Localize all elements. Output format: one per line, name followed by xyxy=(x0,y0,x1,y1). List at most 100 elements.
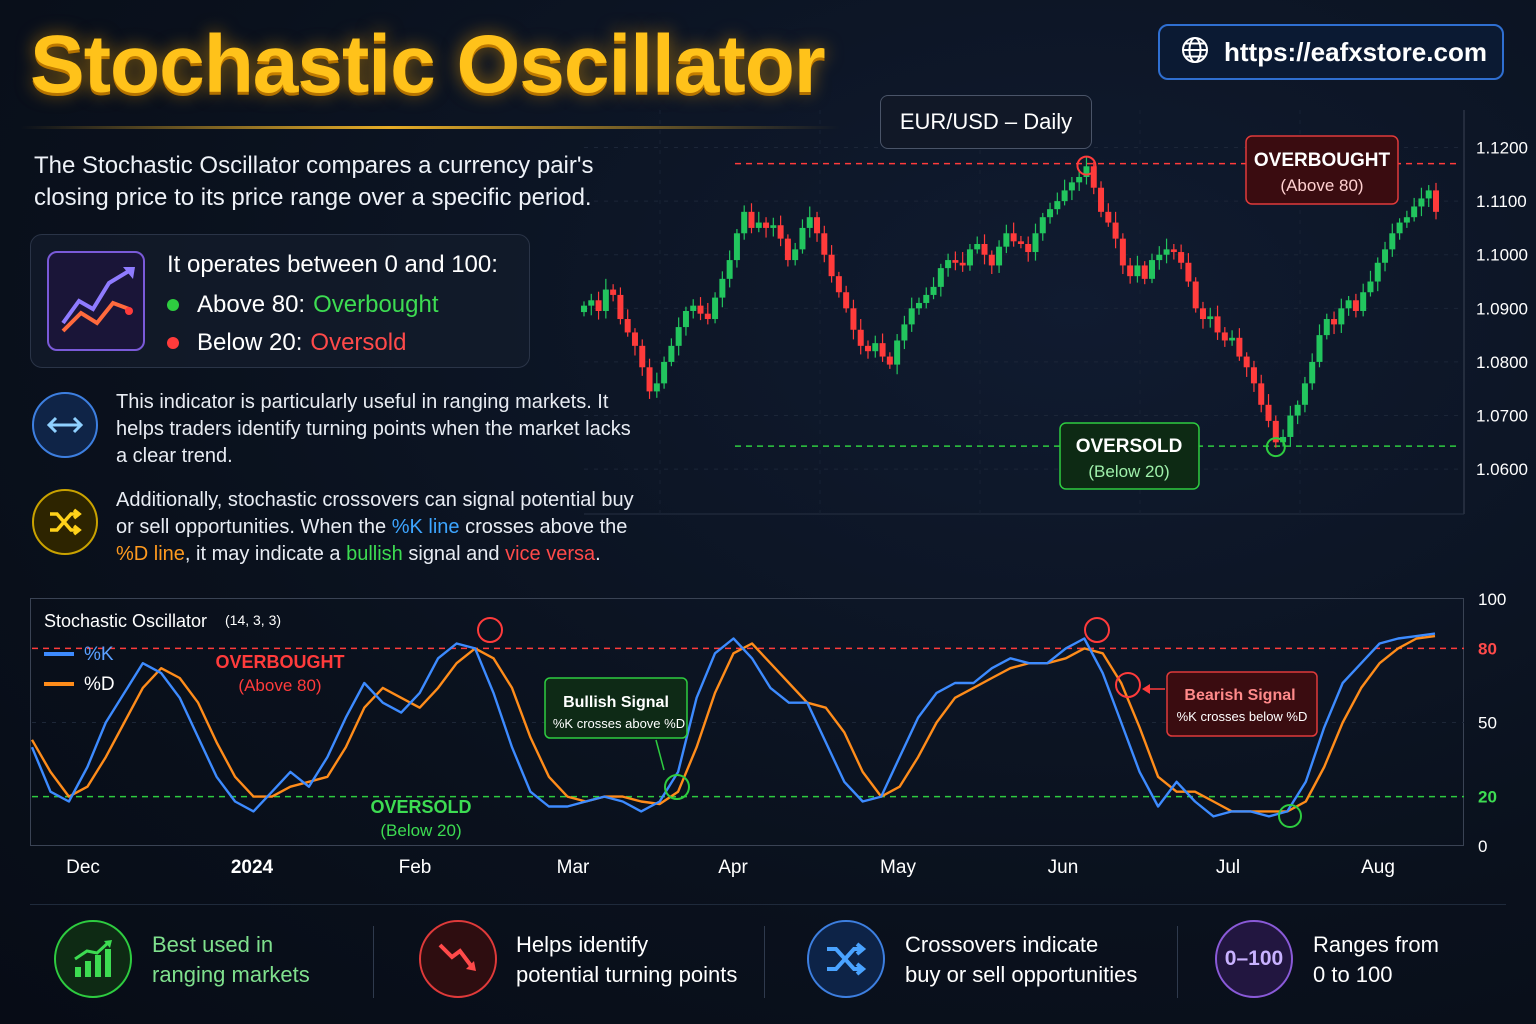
bullish-candle xyxy=(726,260,733,279)
range-badge-text: 0–100 xyxy=(1224,947,1284,970)
bullish-candle xyxy=(1068,182,1075,191)
bullish-candle xyxy=(668,345,675,362)
bullish-candle xyxy=(1054,201,1061,210)
bearish-candle xyxy=(784,238,791,261)
bearish-candle xyxy=(959,262,966,266)
bearish-candle xyxy=(865,345,871,352)
bullish-candle xyxy=(755,222,762,228)
bearish-signal-text: %K crosses below %D xyxy=(1177,709,1308,724)
osc-title: Stochastic Oscillator xyxy=(44,611,207,631)
bearish-candle xyxy=(952,260,959,263)
ranging-markets-text: This indicator is particularly useful in… xyxy=(116,391,631,467)
bullish-cross-marker xyxy=(664,774,690,800)
osc-tick-label: 100 xyxy=(1478,590,1506,609)
bullish-candle xyxy=(937,268,944,287)
intro-text: The Stochastic Oscillator compares a cur… xyxy=(34,152,594,211)
osc-tick-label: 0 xyxy=(1478,837,1487,852)
bearish-candle xyxy=(879,343,886,357)
bullish-candle xyxy=(1156,254,1163,261)
overbought-annotation-label: OVERBOUGHT xyxy=(1254,150,1391,171)
bullish-candle xyxy=(1316,335,1323,362)
bullish-candle xyxy=(799,227,806,250)
osc-tick-label: 80 xyxy=(1478,639,1497,658)
feature-crossovers: Crossovers indicate buy or sell opportun… xyxy=(905,930,1137,990)
feature-line: 0 to 100 xyxy=(1313,962,1393,987)
green-dot-icon xyxy=(167,299,179,311)
bearish-candle xyxy=(1185,262,1192,282)
bullish-candle xyxy=(1403,217,1410,223)
bullish-candle xyxy=(1360,292,1367,311)
bullish-candle xyxy=(712,297,719,320)
chart-trend-icon xyxy=(47,251,145,351)
trend-down-icon xyxy=(419,920,497,998)
bullish-candle xyxy=(894,340,901,365)
bearish-candle xyxy=(646,367,653,392)
bullish-candle xyxy=(806,217,813,228)
bearish-candle xyxy=(1331,319,1338,325)
bullish-candle xyxy=(1032,233,1039,253)
feature-ranging: Best used in ranging markets xyxy=(152,930,310,990)
bullish-candle xyxy=(675,327,682,346)
bearish-candle xyxy=(1214,316,1221,333)
bullish-candle xyxy=(930,286,937,295)
page-title: Stochastic Oscillator xyxy=(30,19,826,110)
bearish-candle xyxy=(1025,244,1032,253)
bullish-candle xyxy=(1389,233,1396,250)
osc-tick-label: 20 xyxy=(1478,788,1497,807)
x-label-may: May xyxy=(880,857,916,878)
bearish-candle xyxy=(850,308,857,330)
crossover-text: Additionally, stochastic crossovers can … xyxy=(116,487,636,568)
bullish-candle xyxy=(653,383,660,392)
bullish-candle xyxy=(588,300,595,306)
x-label-2024: 2024 xyxy=(230,857,274,878)
overbought-row: Above 80: Overbought xyxy=(167,291,439,319)
feature-line: Best used in xyxy=(152,932,274,957)
bearish-candle xyxy=(1265,404,1272,421)
website-link[interactable]: https://eafxstore.com xyxy=(1158,24,1504,80)
oversold-row: Below 20: Oversold xyxy=(167,329,406,357)
price-tick-label: 1.1000 xyxy=(1476,246,1528,265)
legend-d-label: %D xyxy=(84,674,115,695)
bearish-candle xyxy=(1243,356,1250,368)
bullish-candle xyxy=(1039,217,1046,234)
arrows-horizontal-icon xyxy=(32,392,98,458)
footer-divider xyxy=(30,904,1506,905)
bearish-candle xyxy=(1178,252,1185,263)
bearish-candle xyxy=(1258,383,1265,405)
bearish-candle xyxy=(748,211,755,228)
bearish-candle xyxy=(617,294,624,320)
osc-oversold-marker xyxy=(1278,804,1302,828)
bearish-candle xyxy=(1199,308,1206,320)
bullish-candle xyxy=(915,302,922,309)
bullish-candle xyxy=(792,249,799,261)
bearish-candle xyxy=(1272,420,1279,443)
overbought-annotation-box xyxy=(1245,135,1399,205)
footer-separator xyxy=(1177,926,1178,998)
footer-separator xyxy=(373,926,374,998)
bullish-candle xyxy=(1425,190,1432,199)
bullish-candle xyxy=(996,246,1003,266)
oversold-annotation-box xyxy=(1059,422,1200,490)
bearish-candle xyxy=(1112,222,1119,239)
bearish-candle xyxy=(988,254,995,266)
bullish-candle xyxy=(1367,281,1374,293)
bearish-candle xyxy=(697,305,704,314)
bullish-candle xyxy=(1323,319,1330,336)
bearish-candle xyxy=(639,345,646,368)
bearish-candle xyxy=(828,254,835,277)
chart-title-pair: EUR/USD – Daily xyxy=(880,95,1092,149)
website-url[interactable]: https://eafxstore.com xyxy=(1224,36,1487,67)
bullish-candle xyxy=(741,211,748,234)
k-line-series xyxy=(30,632,1436,818)
below-label: Below 20: xyxy=(197,329,303,356)
bullish-candle xyxy=(1418,198,1425,207)
bullish-candle xyxy=(1309,361,1316,384)
price-tick-label: 1.0700 xyxy=(1476,407,1528,426)
bullish-candle xyxy=(872,343,879,352)
bullish-candle xyxy=(1301,383,1308,405)
above-label: Above 80: xyxy=(197,291,306,318)
bearish-candle xyxy=(981,244,988,255)
stochastic-oscillator-chart: 100 80 50 20 0 Stochastic Oscillator (14, 3, 3… xyxy=(30,590,1506,852)
bullish-candle xyxy=(733,233,740,261)
bullish-candle xyxy=(1280,436,1287,443)
